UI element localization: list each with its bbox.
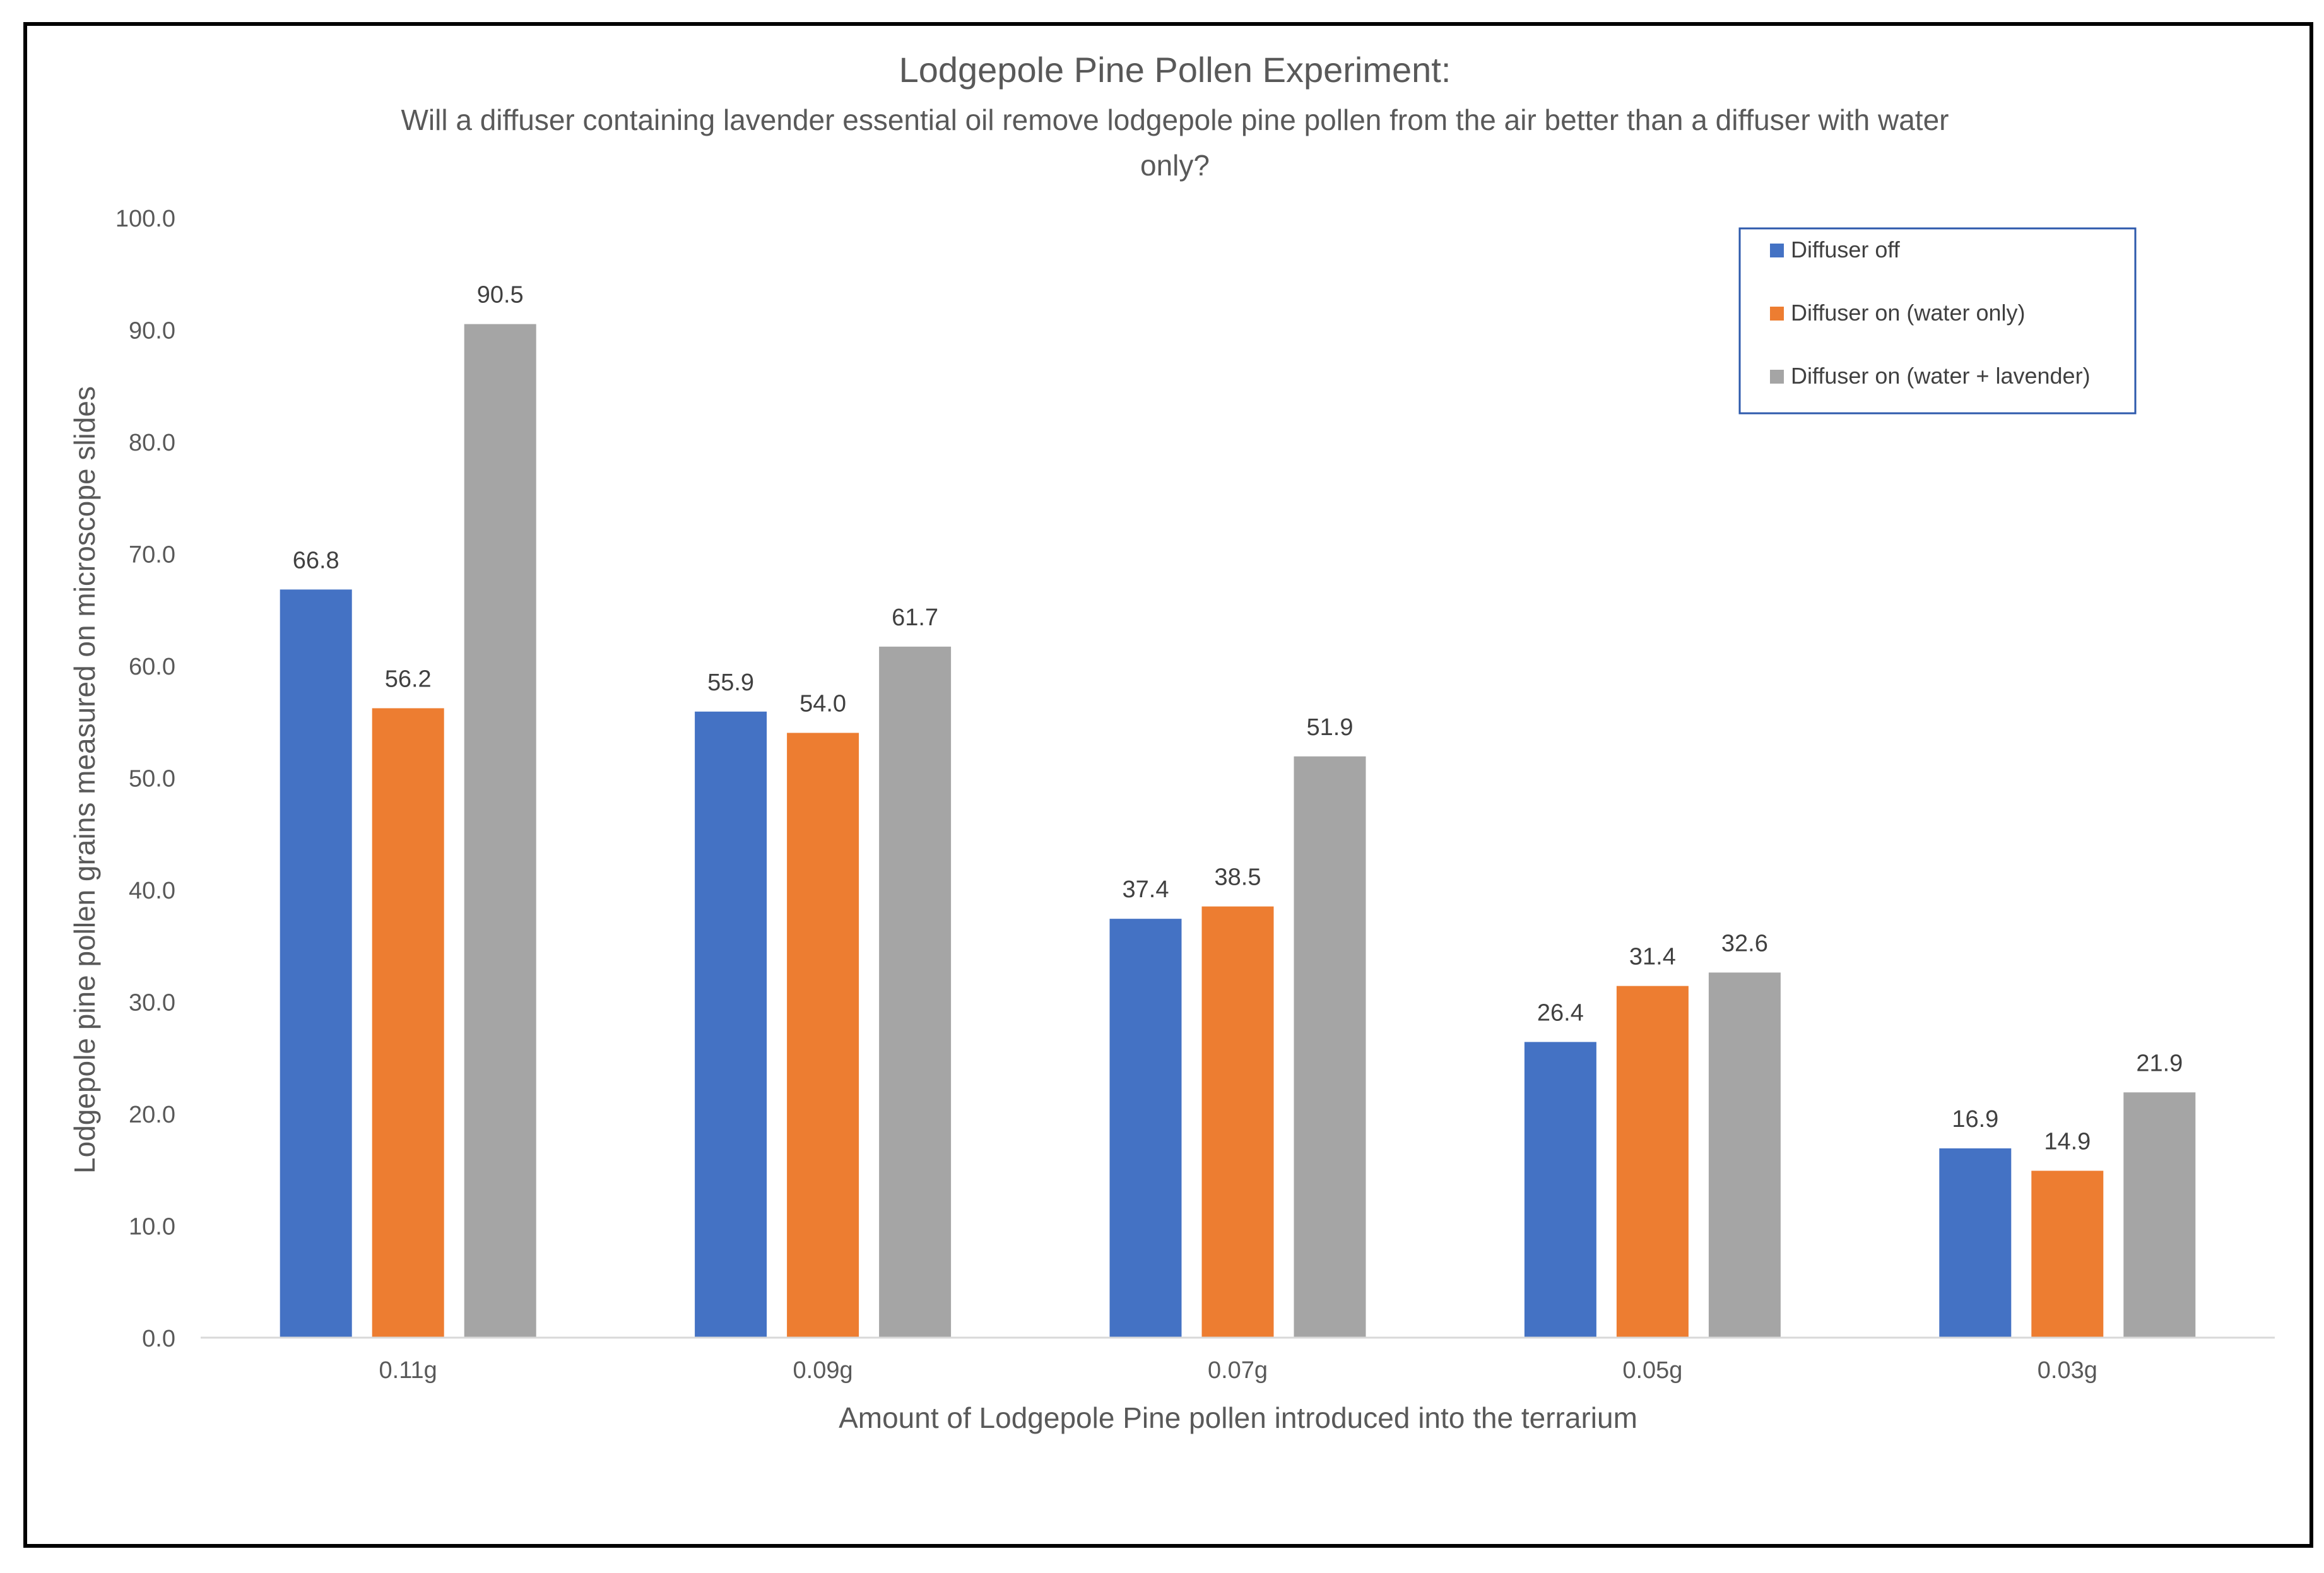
data-label-s2-c0: 90.5 bbox=[477, 282, 524, 309]
bar-s1-c2 bbox=[1201, 906, 1274, 1338]
chart-title: Lodgepole Pine Pollen Experiment: bbox=[899, 50, 1451, 90]
bar-s0-c1 bbox=[695, 711, 767, 1338]
chart-subtitle-line-1: Will a diffuser containing lavender esse… bbox=[401, 103, 1949, 136]
legend-swatch-1 bbox=[1770, 307, 1784, 321]
x-tick-label-4: 0.03g bbox=[2038, 1357, 2097, 1384]
data-label-s0-c3: 26.4 bbox=[1537, 999, 1584, 1026]
x-tick-label-2: 0.07g bbox=[1208, 1357, 1268, 1384]
legend-label-0: Diffuser off bbox=[1791, 237, 1901, 262]
data-label-s0-c0: 66.8 bbox=[293, 547, 339, 574]
bar-s2-c1 bbox=[879, 646, 952, 1338]
x-tick-label-0: 0.11g bbox=[379, 1357, 437, 1384]
bar-s1-c0 bbox=[372, 708, 444, 1338]
data-label-s0-c2: 37.4 bbox=[1123, 876, 1169, 903]
data-label-s1-c4: 14.9 bbox=[2044, 1129, 2091, 1155]
y-tick-label-2: 20.0 bbox=[129, 1102, 175, 1128]
y-tick-label-0: 0.0 bbox=[142, 1326, 175, 1352]
chart-subtitle-line-2: only? bbox=[1140, 149, 1210, 182]
bar-s2-c3 bbox=[1708, 972, 1781, 1338]
data-label-s0-c4: 16.9 bbox=[1952, 1106, 1998, 1133]
y-tick-label-4: 40.0 bbox=[129, 878, 175, 904]
data-label-s1-c0: 56.2 bbox=[385, 666, 432, 692]
data-label-s0-c1: 55.9 bbox=[707, 669, 754, 696]
y-tick-label-7: 70.0 bbox=[129, 542, 175, 569]
legend-label-1: Diffuser on (water only) bbox=[1791, 300, 2025, 326]
legend-box bbox=[1738, 227, 2137, 415]
data-label-s1-c2: 38.5 bbox=[1215, 864, 1261, 891]
y-tick-label-1: 10.0 bbox=[129, 1214, 175, 1240]
x-tick-label-3: 0.05g bbox=[1622, 1357, 1682, 1384]
x-axis-ticks: 0.11g 0.09g 0.07g 0.05g 0.03g bbox=[379, 1357, 2097, 1384]
data-label-s2-c1: 61.7 bbox=[892, 604, 938, 631]
bar-series bbox=[280, 324, 2196, 1338]
bar-s2-c2 bbox=[1294, 756, 1366, 1338]
y-tick-label-10: 100.0 bbox=[115, 206, 175, 232]
data-label-s2-c4: 21.9 bbox=[2136, 1050, 2183, 1076]
data-labels: 66.8 56.2 90.5 55.9 54.0 61.7 37.4 38.5 51.9 26.4… bbox=[293, 282, 2183, 1155]
bar-s2-c0 bbox=[464, 324, 536, 1338]
bar-s0-c2 bbox=[1109, 919, 1182, 1338]
y-axis-label: Lodgepole pine pollen grains measured on… bbox=[68, 386, 101, 1174]
legend-swatch-2 bbox=[1770, 370, 1784, 384]
bar-s2-c4 bbox=[2123, 1092, 2196, 1338]
bar-s0-c3 bbox=[1524, 1042, 1596, 1338]
bar-s0-c4 bbox=[1939, 1148, 2012, 1338]
data-label-s2-c2: 51.9 bbox=[1307, 714, 1354, 741]
data-label-s2-c3: 32.6 bbox=[1721, 930, 1768, 957]
legend-swatch-0 bbox=[1770, 244, 1784, 257]
data-label-s1-c1: 54.0 bbox=[799, 691, 846, 717]
y-tick-label-9: 90.0 bbox=[129, 318, 175, 345]
y-tick-label-3: 30.0 bbox=[129, 990, 175, 1016]
bar-s1-c3 bbox=[1616, 986, 1689, 1338]
bar-s1-c1 bbox=[787, 733, 859, 1338]
x-axis-label: Amount of Lodgepole Pine pollen introduc… bbox=[839, 1401, 1637, 1434]
y-axis-ticks: 0.0 10.0 20.0 30.0 40.0 50.0 60.0 70.0 80.0 90.0 1… bbox=[115, 206, 175, 1352]
legend-label-2: Diffuser on (water + lavender) bbox=[1791, 363, 2091, 389]
y-tick-label-8: 80.0 bbox=[129, 430, 175, 456]
y-tick-label-5: 50.0 bbox=[129, 766, 175, 792]
bar-s0-c0 bbox=[280, 589, 352, 1338]
x-tick-label-1: 0.09g bbox=[793, 1357, 853, 1384]
y-tick-label-6: 60.0 bbox=[129, 654, 175, 680]
bar-s1-c4 bbox=[2031, 1170, 2104, 1338]
chart-border bbox=[23, 22, 2313, 1548]
legend: Diffuser off Diffuser on (water only) Diff… bbox=[1738, 227, 2137, 415]
data-label-s1-c3: 31.4 bbox=[1629, 944, 1676, 970]
